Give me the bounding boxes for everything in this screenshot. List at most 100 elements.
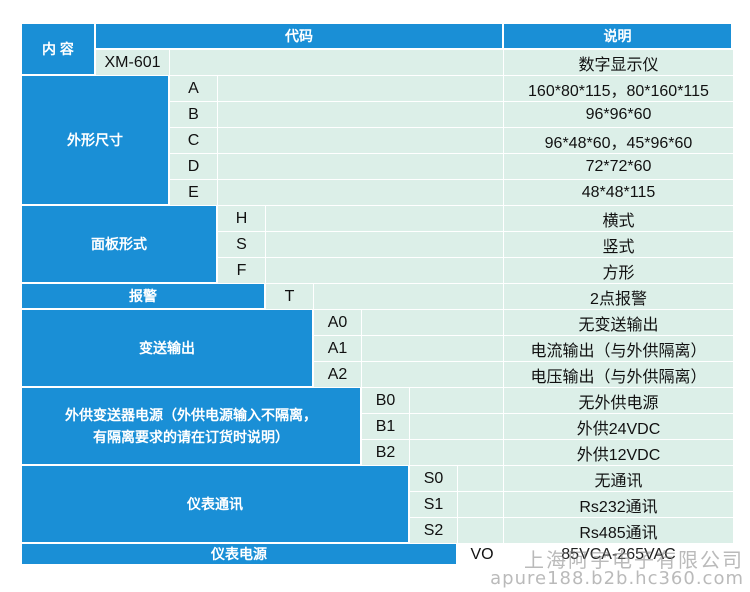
group-alarm: 报警: [22, 284, 266, 310]
group-external-power-code-2-text: B2: [375, 443, 396, 461]
group-communication-description-1: Rs232通讯: [504, 492, 733, 518]
group-power-supply-code-0-text: VO: [470, 546, 494, 563]
group-outline-size-code-0: A: [170, 76, 218, 102]
group-communication: 仪表通讯: [22, 466, 410, 544]
group-transmit-output-description-0: 无变送输出: [504, 310, 733, 336]
series-description: 数字显示仪: [504, 50, 733, 76]
group-panel-style-description-2: 方形: [504, 258, 733, 284]
group-transmit-output-description-1: 电流输出（与外供隔离）: [504, 336, 733, 362]
group-transmit-output-description-2: 电压输出（与外供隔离）: [504, 362, 733, 388]
group-panel-style-description-2-text: 方形: [602, 264, 635, 282]
group-panel-style-gap-0: [266, 206, 504, 232]
series-code-text: XM-601: [104, 53, 161, 71]
group-outline-size-gap-2: [218, 128, 504, 154]
group-communication-gap-2: [458, 518, 504, 544]
group-outline-size-gap-3: [218, 154, 504, 180]
group-transmit-output-code-2: A2: [314, 362, 362, 388]
group-power-supply-description-0-text: 85VCA-265VAC: [561, 545, 676, 563]
group-transmit-output-code-0: A0: [314, 310, 362, 336]
group-panel-style-description-0-text: 横式: [602, 212, 635, 230]
group-panel-style-code-1-text: S: [236, 235, 247, 253]
header-content: 内 容: [22, 24, 96, 76]
group-communication-text: 仪表通讯: [187, 496, 243, 512]
group-communication-code-2-text: S2: [423, 521, 444, 539]
group-communication-code-2: S2: [410, 518, 458, 544]
group-transmit-output: 变送输出: [22, 310, 314, 388]
group-alarm-description-0: 2点报警: [504, 284, 733, 310]
group-panel-style: 面板形式: [22, 206, 218, 284]
group-communication-code-0: S0: [410, 466, 458, 492]
group-transmit-output-description-2-text: 电压输出（与外供隔离）: [530, 368, 707, 386]
group-outline-size-text: 外形尺寸: [67, 132, 123, 148]
group-panel-style-code-2-text: F: [236, 261, 247, 279]
group-panel-style-description-0: 横式: [504, 206, 733, 232]
group-power-supply: 仪表电源: [22, 544, 458, 566]
group-outline-size-description-2: 96*48*60，45*96*60: [504, 128, 733, 154]
group-outline-size-description-3-text: 72*72*60: [585, 157, 652, 175]
group-external-power-description-1-text: 外供24VDC: [576, 420, 661, 438]
group-transmit-output-description-1-text: 电流输出（与外供隔离）: [530, 342, 707, 360]
group-external-power-description-0-text: 无外供电源: [578, 394, 659, 412]
group-outline-size-description-1-text: 96*96*60: [585, 105, 652, 123]
group-external-power-code-0: B0: [362, 388, 410, 414]
group-external-power-code-1-text: B1: [375, 417, 396, 435]
group-alarm-code-0-text: T: [284, 287, 295, 305]
group-outline-size-description-4: 48*48*115: [504, 180, 733, 206]
header-description: 说明: [504, 24, 733, 50]
group-external-power-code-1: B1: [362, 414, 410, 440]
group-external-power-text: 外供变送器电源（外供电源输入不隔离，有隔离要求的请在订货时说明）: [65, 407, 317, 445]
group-outline-size-description-0-text: 160*80*115，80*160*115: [528, 82, 709, 100]
group-panel-style-gap-2: [266, 258, 504, 284]
group-panel-style-text: 面板形式: [91, 236, 147, 252]
group-power-supply-description-0: 85VCA-265VAC: [504, 544, 733, 566]
group-panel-style-gap-1: [266, 232, 504, 258]
group-power-supply-text: 仪表电源: [211, 546, 267, 562]
group-communication-code-0-text: S0: [423, 469, 444, 487]
group-communication-description-2-text: Rs485通讯: [579, 524, 658, 542]
group-transmit-output-description-0-text: 无变送输出: [578, 316, 659, 334]
group-external-power-gap-1: [410, 414, 504, 440]
series-gap: [170, 50, 504, 76]
group-outline-size-code-1-text: B: [188, 105, 199, 123]
group-outline-size: 外形尺寸: [22, 76, 170, 206]
group-communication-gap-0: [458, 466, 504, 492]
group-outline-size-code-2: C: [170, 128, 218, 154]
group-external-power: 外供变送器电源（外供电源输入不隔离，有隔离要求的请在订货时说明）: [22, 388, 362, 466]
group-power-supply-code-0: VO: [458, 544, 506, 566]
group-outline-size-code-3-text: D: [187, 157, 200, 175]
group-outline-size-description-4-text: 48*48*115: [581, 183, 656, 201]
series-description-text: 数字显示仪: [578, 56, 659, 74]
group-external-power-gap-2: [410, 440, 504, 466]
group-transmit-output-gap-2: [362, 362, 504, 388]
header-description-text: 说明: [603, 28, 632, 44]
group-communication-description-0: 无通讯: [504, 466, 733, 492]
group-transmit-output-code-2-text: A2: [327, 365, 348, 383]
group-external-power-code-2: B2: [362, 440, 410, 466]
group-outline-size-code-4: E: [170, 180, 218, 206]
group-communication-gap-1: [458, 492, 504, 518]
group-panel-style-description-1: 竖式: [504, 232, 733, 258]
group-outline-size-description-0: 160*80*115，80*160*115: [504, 76, 733, 102]
group-outline-size-code-4-text: E: [188, 183, 199, 201]
group-transmit-output-gap-1: [362, 336, 504, 362]
header-code-text: 代码: [285, 28, 313, 44]
group-external-power-code-0-text: B0: [375, 391, 396, 409]
group-transmit-output-code-1-text: A1: [327, 339, 348, 357]
group-outline-size-code-1: B: [170, 102, 218, 128]
group-outline-size-code-2-text: C: [187, 131, 200, 149]
group-external-power-description-2-text: 外供12VDC: [576, 446, 661, 464]
group-external-power-description-0: 无外供电源: [504, 388, 733, 414]
group-alarm-description-0-text: 2点报警: [590, 290, 647, 308]
group-transmit-output-code-1: A1: [314, 336, 362, 362]
group-communication-description-0-text: 无通讯: [594, 472, 643, 490]
series-code: XM-601: [96, 50, 170, 76]
group-communication-description-2: Rs485通讯: [504, 518, 733, 544]
group-outline-size-gap-4: [218, 180, 504, 206]
header-code: 代码: [96, 24, 504, 50]
group-communication-description-1-text: Rs232通讯: [579, 498, 658, 516]
group-communication-code-1: S1: [410, 492, 458, 518]
group-communication-code-1-text: S1: [423, 495, 444, 513]
group-outline-size-description-3: 72*72*60: [504, 154, 733, 180]
group-external-power-description-1: 外供24VDC: [504, 414, 733, 440]
